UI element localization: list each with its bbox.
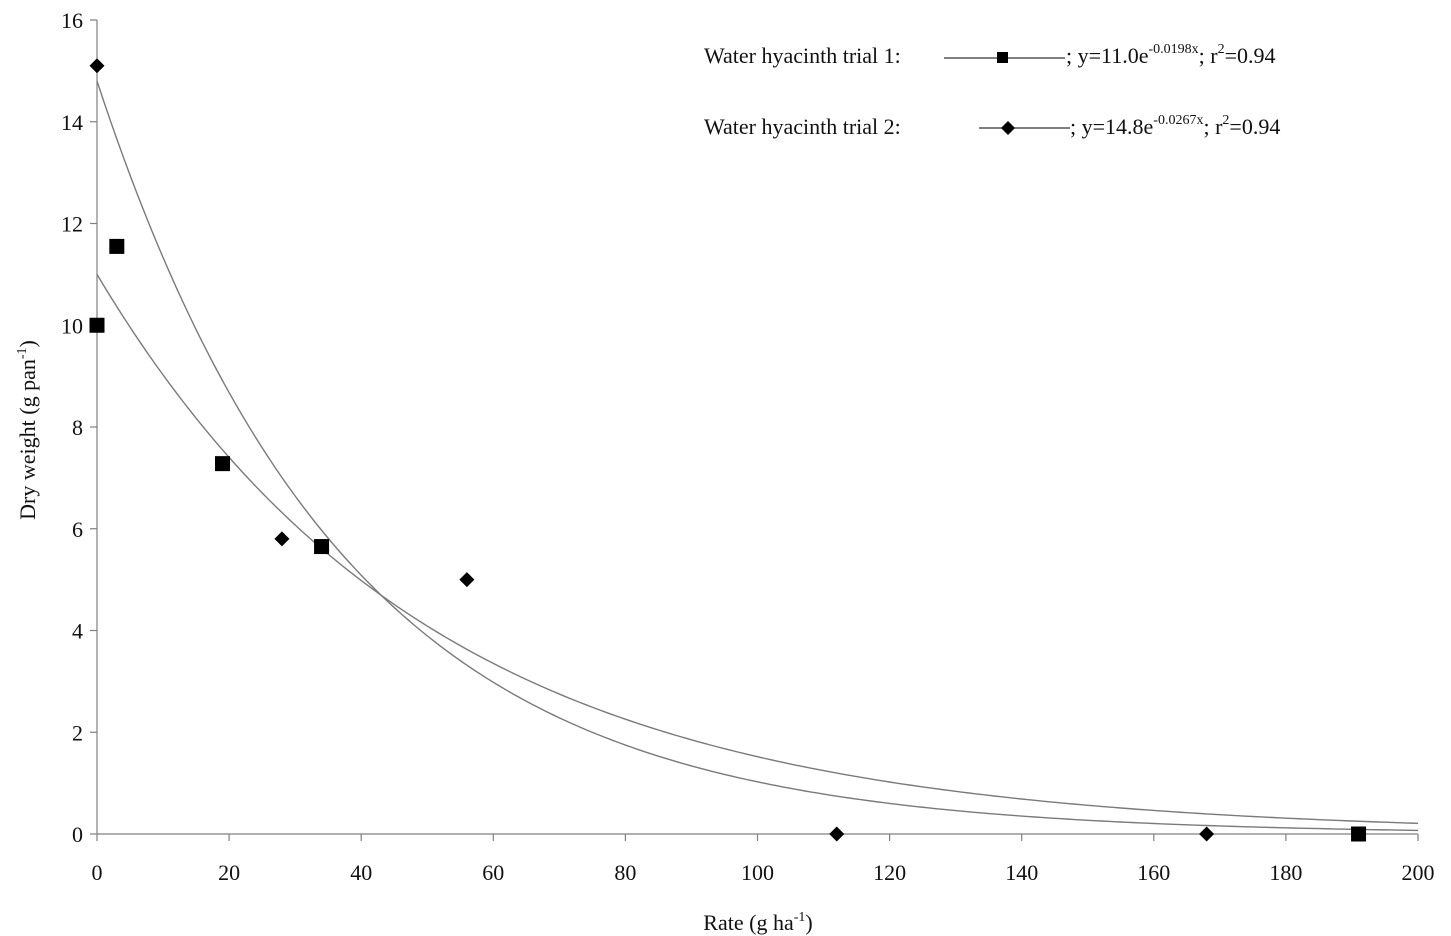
- data-point-trial-2: [829, 826, 845, 842]
- x-tick-label: 20: [218, 860, 240, 885]
- data-point-trial-2: [459, 572, 475, 588]
- legend-diamond-marker: [1001, 121, 1015, 135]
- x-tick-label: 140: [1005, 860, 1038, 885]
- y-tick-label: 16: [61, 8, 83, 33]
- data-point-trial-1: [89, 317, 105, 333]
- x-tick-label: 40: [350, 860, 372, 885]
- y-tick-label: 2: [72, 720, 83, 745]
- legend-entry-trial-1: Water hyacinth trial 1: ; y=11.0e-0.0198…: [704, 42, 1276, 68]
- x-tick-label: 60: [482, 860, 504, 885]
- y-tick-label: 0: [72, 822, 83, 847]
- data-point-trial-1: [314, 539, 330, 555]
- x-tick-label: 100: [741, 860, 774, 885]
- data-point-trial-1: [214, 456, 230, 472]
- legend-label-trial-1: Water hyacinth trial 1:: [704, 43, 901, 68]
- y-tick-label: 14: [61, 110, 83, 135]
- legend-equation-trial-1: ; y=11.0e-0.0198x; r2=0.94: [1066, 42, 1276, 68]
- y-tick-label: 4: [72, 619, 83, 644]
- fit-curve-trial-1: [96, 274, 1419, 825]
- y-tick-label: 8: [72, 415, 83, 440]
- y-tick-label: 6: [72, 517, 83, 542]
- x-tick-label: 0: [92, 860, 103, 885]
- data-point-trial-1: [1351, 826, 1367, 842]
- x-tick-label: 180: [1269, 860, 1302, 885]
- legend: Water hyacinth trial 1: ; y=11.0e-0.0198…: [704, 42, 1280, 139]
- legend-equation-trial-2: ; y=14.8e-0.0267x; r2=0.94: [1070, 113, 1280, 139]
- data-points: [89, 58, 1367, 842]
- legend-square-marker: [997, 52, 1008, 63]
- y-axis-label: Dry weight (g pan-1): [15, 340, 40, 520]
- x-tick-label: 80: [614, 860, 636, 885]
- fit-curve-trial-2: [96, 80, 1419, 832]
- axes: [96, 20, 1418, 835]
- x-tick-label: 120: [873, 860, 906, 885]
- x-axis-label: Rate (g ha-1): [703, 910, 812, 935]
- y-tick-label: 12: [61, 212, 83, 237]
- x-tick-label: 200: [1402, 860, 1435, 885]
- data-point-trial-2: [89, 58, 105, 74]
- legend-label-trial-2: Water hyacinth trial 2:: [704, 114, 901, 139]
- legend-entry-trial-2: Water hyacinth trial 2: ; y=14.8e-0.0267…: [704, 113, 1280, 139]
- data-point-trial-2: [274, 531, 290, 547]
- data-point-trial-1: [109, 238, 125, 254]
- data-point-trial-2: [1199, 826, 1215, 842]
- x-tick-label: 160: [1137, 860, 1170, 885]
- y-tick-label: 10: [61, 313, 83, 338]
- fit-curves: [96, 80, 1419, 832]
